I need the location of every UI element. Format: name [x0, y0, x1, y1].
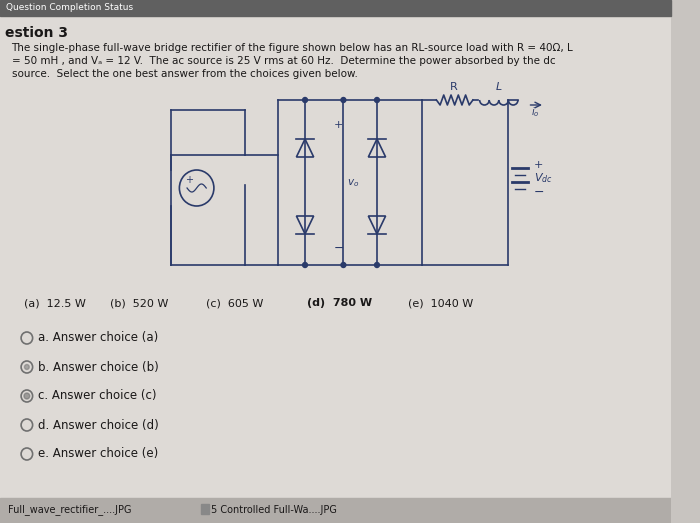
- Circle shape: [341, 263, 346, 267]
- Text: (c)  605 W: (c) 605 W: [206, 298, 264, 308]
- Text: The single-phase full-wave bridge rectifier of the figure shown below has an RL-: The single-phase full-wave bridge rectif…: [11, 43, 573, 53]
- Text: +: +: [533, 160, 542, 169]
- Text: 5 Controlled Full-Wa....JPG: 5 Controlled Full-Wa....JPG: [211, 505, 337, 515]
- Bar: [202, 504, 209, 514]
- Text: R: R: [450, 82, 458, 92]
- Text: d. Answer choice (d): d. Answer choice (d): [38, 418, 159, 431]
- Text: −: −: [334, 242, 344, 255]
- Text: e. Answer choice (e): e. Answer choice (e): [38, 448, 159, 460]
- Text: L: L: [496, 82, 502, 92]
- Text: estion 3: estion 3: [5, 26, 68, 40]
- Circle shape: [302, 263, 307, 267]
- Text: Question Completion Status: Question Completion Status: [6, 4, 133, 13]
- Text: (b)  520 W: (b) 520 W: [111, 298, 169, 308]
- Text: c. Answer choice (c): c. Answer choice (c): [38, 390, 157, 403]
- Circle shape: [24, 393, 29, 399]
- Text: b. Answer choice (b): b. Answer choice (b): [38, 360, 159, 373]
- Text: +: +: [185, 175, 193, 185]
- Text: (a)  12.5 W: (a) 12.5 W: [24, 298, 86, 308]
- Text: a. Answer choice (a): a. Answer choice (a): [38, 332, 159, 345]
- Text: (d)  780 W: (d) 780 W: [307, 298, 372, 308]
- Text: +: +: [334, 120, 343, 130]
- Circle shape: [302, 97, 307, 103]
- Circle shape: [341, 97, 346, 103]
- Text: −: −: [533, 186, 544, 199]
- Text: Full_wave_rectifier_....JPG: Full_wave_rectifier_....JPG: [8, 505, 131, 516]
- Bar: [0, 498, 671, 523]
- Text: $i_o$: $i_o$: [531, 105, 540, 119]
- Text: = 50 mH , and Vₐ = 12 V.  The ac source is 25 V rms at 60 Hz.  Determine the pow: = 50 mH , and Vₐ = 12 V. The ac source i…: [11, 56, 555, 66]
- Text: $v_o$: $v_o$: [347, 177, 360, 189]
- Bar: [0, 0, 671, 16]
- Circle shape: [374, 97, 379, 103]
- Text: (e)  1040 W: (e) 1040 W: [407, 298, 473, 308]
- Text: $V_{dc}$: $V_{dc}$: [534, 172, 553, 185]
- Circle shape: [25, 365, 29, 370]
- Text: source.  Select the one best answer from the choices given below.: source. Select the one best answer from …: [11, 69, 358, 79]
- Circle shape: [374, 263, 379, 267]
